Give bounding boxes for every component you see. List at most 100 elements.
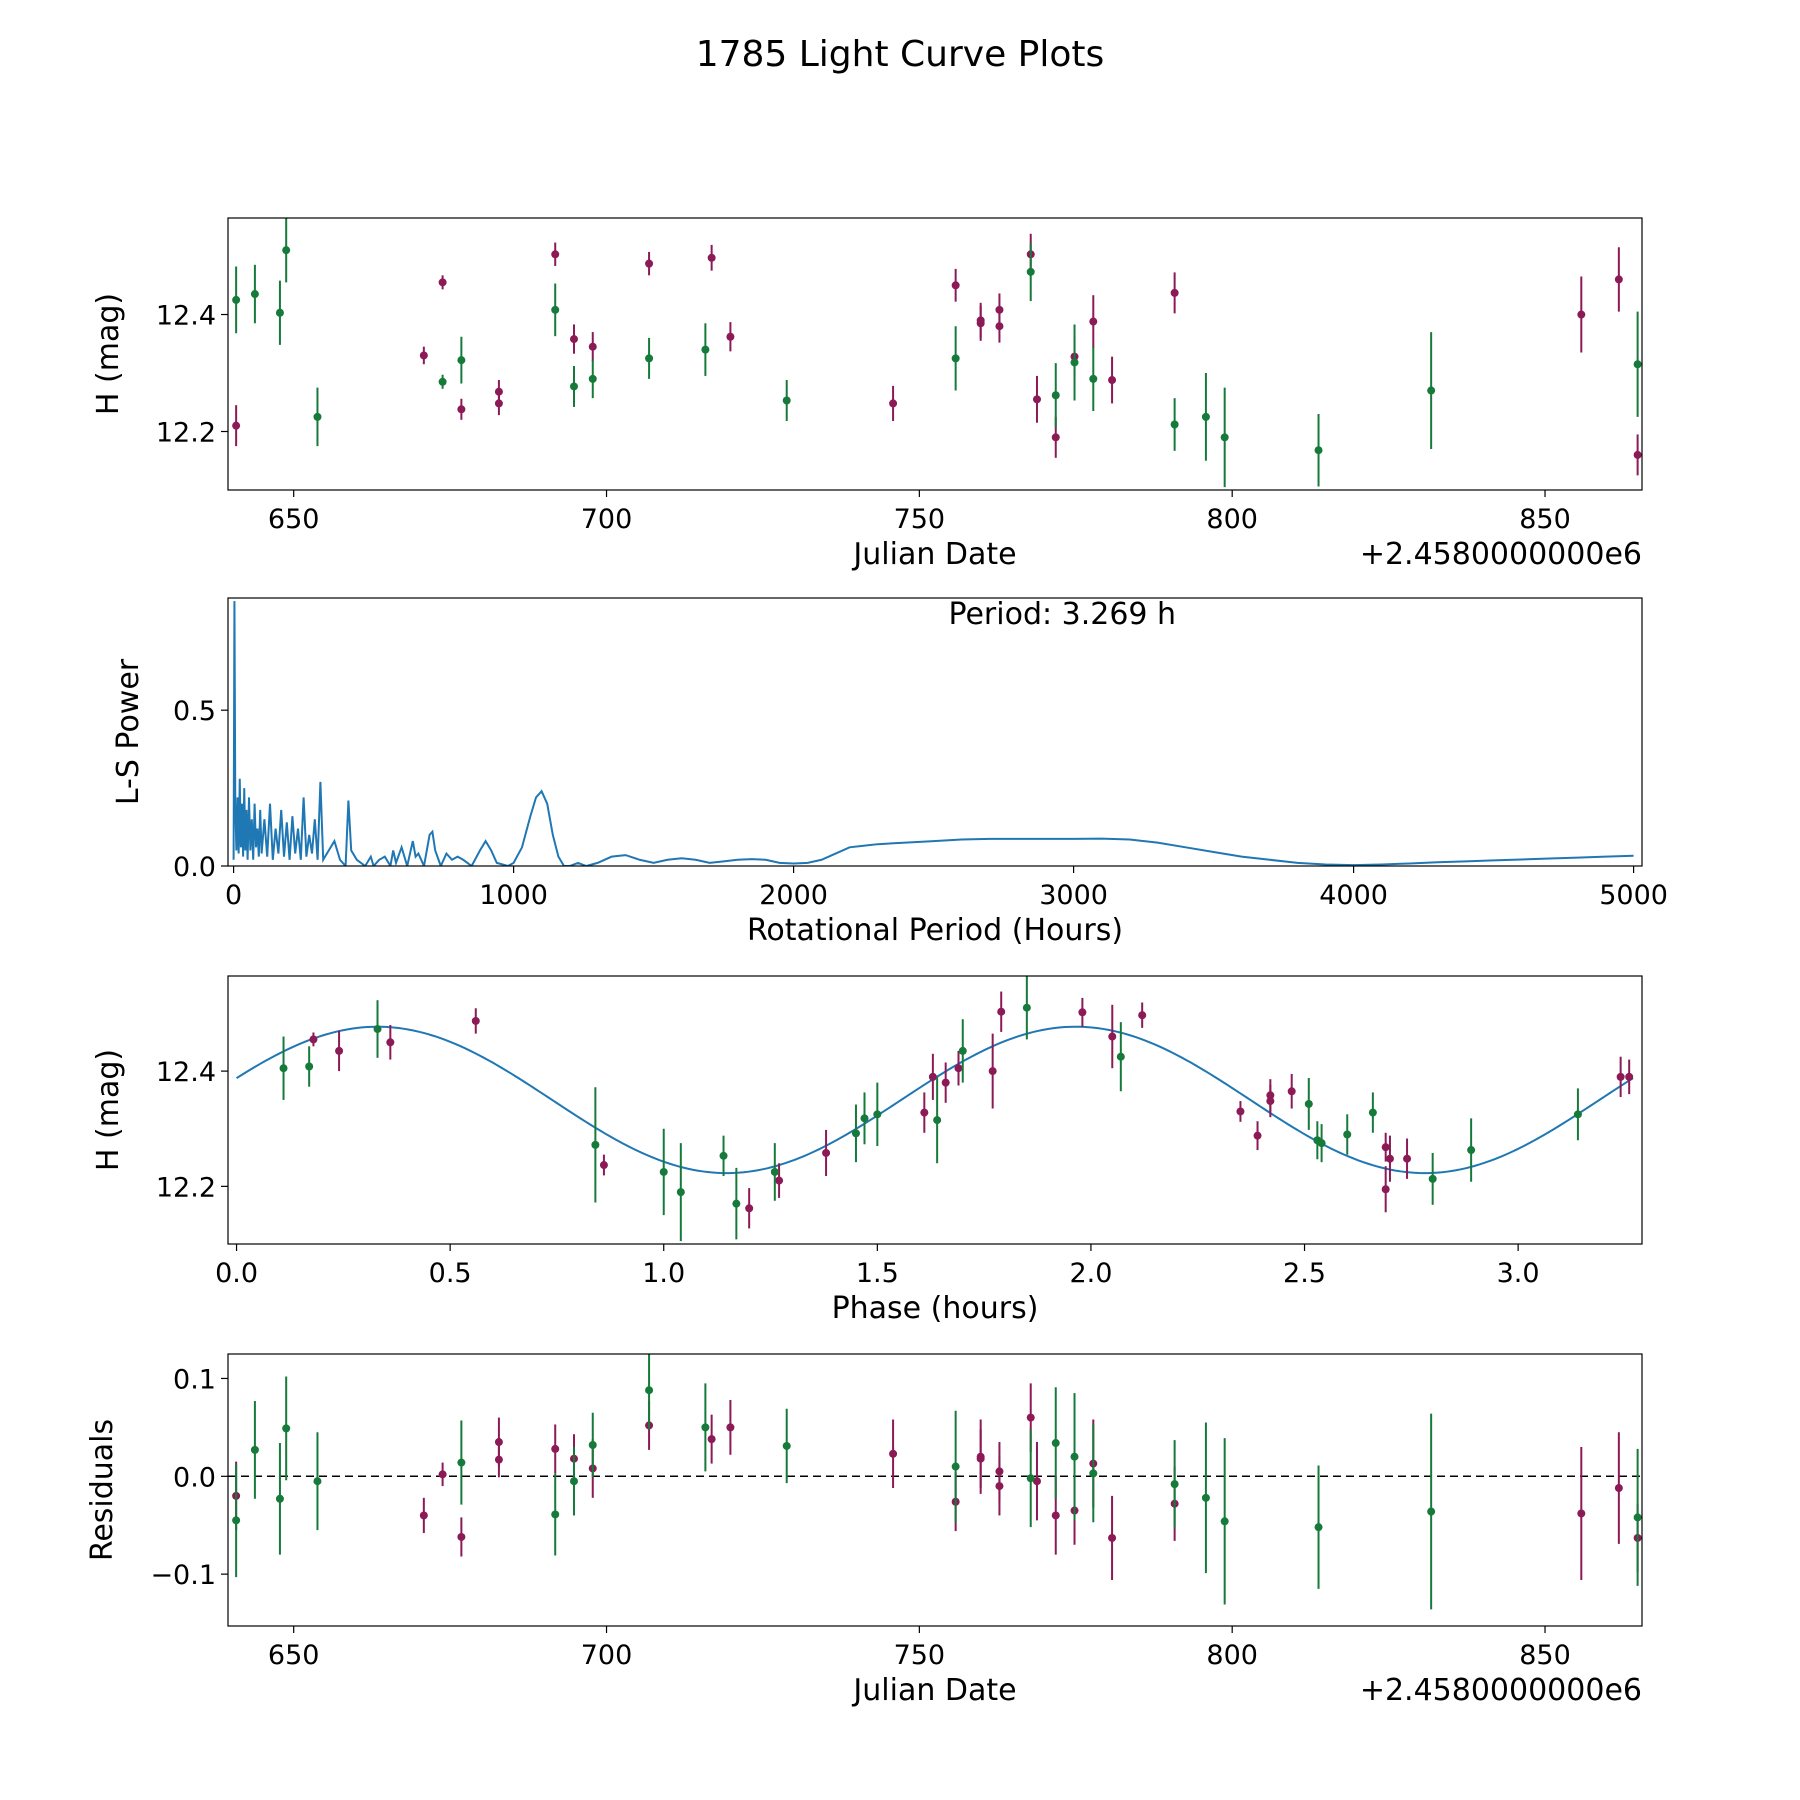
data-point (1201, 412, 1210, 421)
x-tick-label: 2000 (759, 880, 828, 911)
phase-axes-frame (227, 975, 1643, 1245)
data-point (551, 250, 560, 259)
data-point (1026, 1413, 1035, 1422)
lc-x-axis-label: Julian Date (851, 537, 1016, 572)
lc-axes-frame (227, 217, 1643, 491)
data-point (1051, 1439, 1060, 1448)
data-point (1577, 310, 1586, 319)
data-point (1368, 1108, 1377, 1117)
data-point (928, 1072, 937, 1081)
data-point (1089, 317, 1098, 326)
lc-series-filter-b (232, 218, 1642, 488)
data-point (1304, 1099, 1313, 1108)
data-point (1032, 395, 1041, 404)
data-point (1428, 1174, 1437, 1183)
data-point (1266, 1097, 1275, 1106)
y-tick-label: 0.1 (173, 1364, 216, 1395)
data-point (1385, 1154, 1394, 1163)
data-point (1467, 1146, 1476, 1155)
data-point (976, 319, 985, 328)
data-point (313, 1477, 322, 1486)
data-point (494, 399, 503, 408)
data-point (951, 354, 960, 363)
x-tick-label: 750 (894, 504, 946, 535)
ls-y-axis-label: L-S Power (111, 658, 146, 805)
data-point (599, 1161, 608, 1170)
data-point (701, 1423, 710, 1432)
data-point (1108, 1533, 1117, 1542)
ls-x-axis-label: Rotational Period (Hours) (747, 913, 1123, 948)
data-point (726, 332, 735, 341)
data-point (1116, 1052, 1125, 1061)
data-point (1170, 288, 1179, 297)
data-point (707, 253, 716, 262)
data-point (471, 1016, 480, 1025)
data-point (1032, 1477, 1041, 1486)
data-point (232, 295, 241, 304)
data-point (988, 1067, 997, 1076)
data-point (851, 1129, 860, 1138)
lc-x-offset-label: +2.4580000000e6 (1360, 537, 1642, 572)
data-point (1201, 1493, 1210, 1502)
data-point (1138, 1011, 1147, 1020)
data-point (1051, 433, 1060, 442)
data-point (438, 278, 447, 287)
res-plot-area (228, 1354, 1642, 1610)
x-tick-label: 5000 (1599, 880, 1668, 911)
data-point (726, 1423, 735, 1432)
data-point (1051, 391, 1060, 400)
x-tick-label: 4000 (1319, 880, 1388, 911)
y-tick-label: 0.5 (173, 696, 216, 727)
data-point (494, 1455, 503, 1464)
data-point (1314, 1523, 1323, 1532)
phase-series-filter-b (279, 976, 1582, 1242)
data-point (719, 1151, 728, 1160)
phase-plot-area (236, 976, 1634, 1242)
data-point (1051, 1511, 1060, 1520)
x-tick-label: 850 (1519, 504, 1571, 535)
data-point (1633, 1513, 1642, 1522)
data-point (419, 351, 428, 360)
y-tick-label: 0.0 (173, 852, 216, 883)
lc-y-axis-label: H (mag) (91, 293, 126, 415)
data-point (1220, 433, 1229, 442)
data-point (250, 290, 259, 299)
data-point (1170, 1480, 1179, 1489)
data-point (1317, 1139, 1326, 1148)
data-point (889, 399, 898, 408)
data-point (457, 1458, 466, 1467)
data-point (305, 1062, 314, 1071)
data-point (1381, 1143, 1390, 1152)
res-x-offset-label: +2.4580000000e6 (1360, 1673, 1642, 1708)
lc-plot-area (232, 218, 1642, 488)
data-point (1108, 1032, 1117, 1041)
data-point (232, 1516, 241, 1525)
data-point (1403, 1154, 1412, 1163)
x-tick-label: 800 (1206, 504, 1258, 535)
data-point (232, 421, 241, 430)
data-point (1614, 1484, 1623, 1493)
x-tick-label: 2.5 (1283, 1258, 1326, 1289)
data-point (1343, 1130, 1352, 1139)
x-tick-label: 2.0 (1069, 1258, 1112, 1289)
data-point (313, 412, 322, 421)
lc-series-filter-a (232, 233, 1642, 476)
x-tick-label: 1000 (479, 880, 548, 911)
x-tick-label: 650 (268, 1640, 320, 1671)
data-point (373, 1025, 382, 1034)
data-point (1314, 446, 1323, 455)
data-point (275, 308, 284, 317)
data-point (1236, 1107, 1245, 1116)
data-point (1427, 1507, 1436, 1516)
data-point (438, 377, 447, 386)
figure-title: 1785 Light Curve Plots (696, 34, 1105, 75)
y-tick-label: −0.1 (150, 1560, 216, 1591)
data-point (822, 1148, 831, 1157)
data-point (569, 382, 578, 391)
x-tick-label: 3.0 (1497, 1258, 1540, 1289)
data-point (588, 1440, 597, 1449)
data-point (933, 1116, 942, 1125)
data-point (1381, 1185, 1390, 1194)
data-point (860, 1114, 869, 1123)
